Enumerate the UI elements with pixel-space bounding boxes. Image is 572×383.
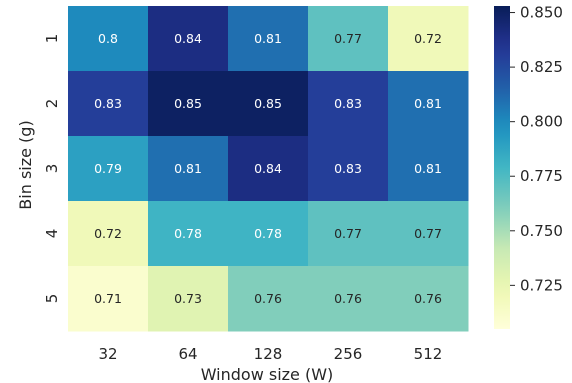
y-axis-ticks: 1 2 3 4 5 bbox=[43, 34, 61, 304]
heatmap-cell bbox=[228, 6, 309, 72]
colorbar-ticks: 0.725 0.750 0.775 0.800 0.825 0.850 bbox=[510, 4, 563, 294]
heatmap-cells bbox=[68, 6, 469, 332]
heatmap-cell-label: 0.83 bbox=[94, 96, 122, 111]
x-tick-label: 128 bbox=[254, 345, 283, 363]
y-tick-label: 1 bbox=[43, 34, 61, 44]
heatmap-cell bbox=[388, 6, 469, 72]
heatmap-cell-label: 0.81 bbox=[174, 161, 202, 176]
heatmap-cell-label: 0.71 bbox=[94, 291, 122, 306]
x-tick-label: 64 bbox=[178, 345, 197, 363]
heatmap-cell-label: 0.81 bbox=[414, 161, 442, 176]
heatmap-cell-label: 0.79 bbox=[94, 161, 122, 176]
y-tick-label: 4 bbox=[43, 229, 61, 239]
heatmap-cell bbox=[228, 201, 309, 267]
heatmap-cell bbox=[308, 136, 389, 202]
heatmap-cell bbox=[228, 136, 309, 202]
heatmap-cell bbox=[308, 71, 389, 137]
colorbar bbox=[494, 6, 510, 329]
colorbar-tick-label: 0.850 bbox=[520, 4, 563, 22]
heatmap-cell bbox=[68, 136, 149, 202]
heatmap-cell bbox=[388, 201, 469, 267]
heatmap-cell bbox=[388, 71, 469, 137]
heatmap-cell-label: 0.77 bbox=[414, 226, 442, 241]
heatmap-cell-label: 0.77 bbox=[334, 226, 362, 241]
heatmap-cell bbox=[388, 266, 469, 332]
heatmap-cell bbox=[148, 136, 229, 202]
y-tick-label: 3 bbox=[43, 164, 61, 174]
heatmap-cell bbox=[228, 266, 309, 332]
heatmap-cell-label: 0.84 bbox=[174, 31, 202, 46]
colorbar-tick-label: 0.725 bbox=[520, 276, 563, 294]
y-axis-label: Bin size (g) bbox=[16, 120, 35, 209]
y-tick-label: 5 bbox=[43, 294, 61, 304]
heatmap-cell-label: 0.76 bbox=[334, 291, 362, 306]
heatmap-cell-label: 0.78 bbox=[254, 226, 282, 241]
colorbar-tick-label: 0.825 bbox=[520, 58, 563, 76]
heatmap-cell-label: 0.85 bbox=[174, 96, 202, 111]
heatmap-cell bbox=[68, 6, 149, 72]
heatmap-cell-label: 0.77 bbox=[334, 31, 362, 46]
heatmap-cell bbox=[308, 6, 389, 72]
heatmap-cell-label: 0.72 bbox=[94, 226, 122, 241]
heatmap-cell-labels: 0.8 0.84 0.81 0.77 0.72 0.83 0.85 0.85 0.83 0.81 0… bbox=[94, 31, 442, 306]
x-tick-label: 256 bbox=[334, 345, 363, 363]
colorbar-tick-label: 0.800 bbox=[520, 113, 563, 131]
heatmap-cell bbox=[148, 71, 229, 137]
heatmap-cell-label: 0.83 bbox=[334, 96, 362, 111]
heatmap-cell bbox=[68, 266, 149, 332]
heatmap-cell bbox=[388, 136, 469, 202]
heatmap-cell bbox=[68, 201, 149, 267]
heatmap-cell bbox=[308, 266, 389, 332]
heatmap-cell bbox=[68, 71, 149, 137]
heatmap-cell-label: 0.83 bbox=[334, 161, 362, 176]
heatmap-cell-label: 0.73 bbox=[174, 291, 202, 306]
heatmap-cell-label: 0.76 bbox=[254, 291, 282, 306]
heatmap-cell-label: 0.81 bbox=[414, 96, 442, 111]
heatmap-cell bbox=[228, 71, 309, 137]
x-axis-label: Window size (W) bbox=[201, 365, 334, 383]
heatmap-cell bbox=[148, 266, 229, 332]
x-tick-label: 32 bbox=[98, 345, 117, 363]
colorbar-tick-label: 0.775 bbox=[520, 167, 563, 185]
heatmap-cell-label: 0.81 bbox=[254, 31, 282, 46]
heatmap-cell-label: 0.78 bbox=[174, 226, 202, 241]
heatmap-cell bbox=[148, 201, 229, 267]
heatmap-cell-label: 0.85 bbox=[254, 96, 282, 111]
heatmap-cell bbox=[148, 6, 229, 72]
heatmap-cell bbox=[308, 201, 389, 267]
heatmap-cell-label: 0.72 bbox=[414, 31, 442, 46]
colorbar-tick-label: 0.750 bbox=[520, 222, 563, 240]
x-tick-label: 512 bbox=[414, 345, 443, 363]
heatmap-cell-label: 0.84 bbox=[254, 161, 282, 176]
y-tick-label: 2 bbox=[43, 99, 61, 109]
heatmap-cell-label: 0.8 bbox=[98, 31, 118, 46]
x-axis-ticks: 32 64 128 256 512 bbox=[98, 345, 442, 363]
heatmap-cell-label: 0.76 bbox=[414, 291, 442, 306]
